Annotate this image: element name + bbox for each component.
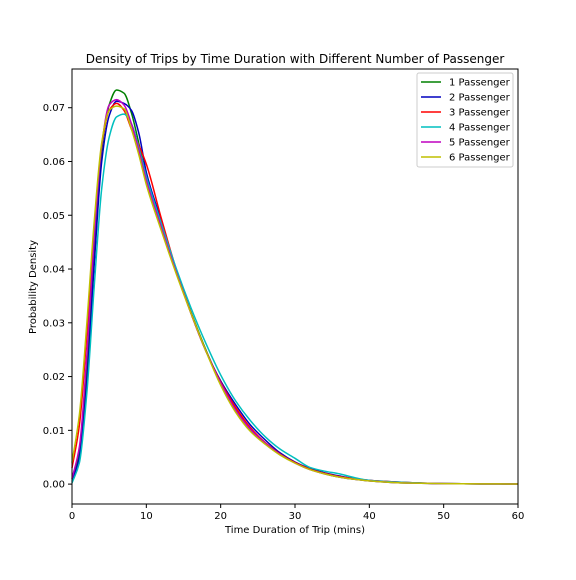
x-tick-label: 20 xyxy=(214,511,227,522)
legend-label-3: 3 Passenger xyxy=(449,108,511,119)
y-tick-label: 0.02 xyxy=(43,372,65,383)
legend-label-2: 2 Passenger xyxy=(449,93,511,104)
x-tick-label: 0 xyxy=(69,511,75,522)
x-axis-label: Time Duration of Trip (mins) xyxy=(224,525,365,536)
y-tick-label: 0.00 xyxy=(43,480,65,491)
series-line-4 xyxy=(71,113,519,485)
chart-title: Density of Trips by Time Duration with D… xyxy=(86,52,505,66)
y-tick-label: 0.01 xyxy=(43,426,65,437)
y-axis: 0.00 0.01 0.02 0.03 0.04 0.05 0.06 0.07 xyxy=(43,103,72,491)
legend: 1 Passenger 2 Passenger 3 Passenger 4 Passe… xyxy=(416,72,514,168)
x-tick-label: 30 xyxy=(289,511,302,522)
y-tick-label: 0.05 xyxy=(43,211,65,222)
y-tick-label: 0.06 xyxy=(43,157,65,168)
y-tick-label: 0.04 xyxy=(43,265,65,276)
x-tick-label: 60 xyxy=(512,511,525,522)
x-axis: 0 10 20 30 40 50 60 xyxy=(69,504,525,522)
y-tick-label: 0.07 xyxy=(43,103,65,114)
y-tick-label: 0.03 xyxy=(43,318,65,329)
y-axis-label: Probability Density xyxy=(28,240,39,334)
legend-label-6: 6 Passenger xyxy=(449,153,511,164)
legend-entries: 1 Passenger 2 Passenger 3 Passenger 4 Passe… xyxy=(421,78,511,164)
x-tick-label: 10 xyxy=(140,511,153,522)
lines-layer xyxy=(71,89,519,485)
legend-label-1: 1 Passenger xyxy=(449,78,511,89)
legend-label-5: 5 Passenger xyxy=(449,138,511,149)
legend-label-4: 4 Passenger xyxy=(449,123,511,134)
x-tick-label: 50 xyxy=(437,511,450,522)
x-tick-label: 40 xyxy=(363,511,376,522)
series-line-6 xyxy=(71,105,519,485)
